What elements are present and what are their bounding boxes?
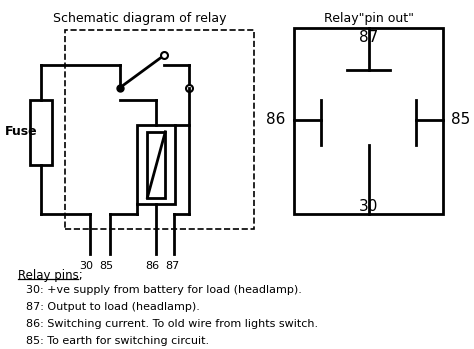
Text: 30: +ve supply from battery for load (headlamp).: 30: +ve supply from battery for load (he… xyxy=(26,285,302,295)
Bar xyxy=(30,100,52,165)
Text: 85: To earth for switching circuit.: 85: To earth for switching circuit. xyxy=(26,336,209,346)
Text: 85: 85 xyxy=(100,261,114,271)
Text: Fuse: Fuse xyxy=(5,125,37,138)
Text: 87: Output to load (headlamp).: 87: Output to load (headlamp). xyxy=(26,302,200,312)
Text: 86: Switching current. To old wire from lights switch.: 86: Switching current. To old wire from … xyxy=(26,319,318,329)
Text: 87: 87 xyxy=(165,261,180,271)
Text: 85: 85 xyxy=(451,112,470,127)
Text: Relay"pin out": Relay"pin out" xyxy=(324,12,413,25)
Bar xyxy=(65,30,254,229)
Text: 30: 30 xyxy=(359,200,378,214)
Text: Relay pins;: Relay pins; xyxy=(18,269,82,282)
Text: 86: 86 xyxy=(146,261,159,271)
Bar xyxy=(294,28,443,214)
Text: Schematic diagram of relay: Schematic diagram of relay xyxy=(53,12,226,25)
Text: 86: 86 xyxy=(266,112,286,127)
Bar xyxy=(147,132,165,198)
Bar xyxy=(137,125,175,205)
Text: 30: 30 xyxy=(80,261,94,271)
Text: 87: 87 xyxy=(359,30,378,45)
